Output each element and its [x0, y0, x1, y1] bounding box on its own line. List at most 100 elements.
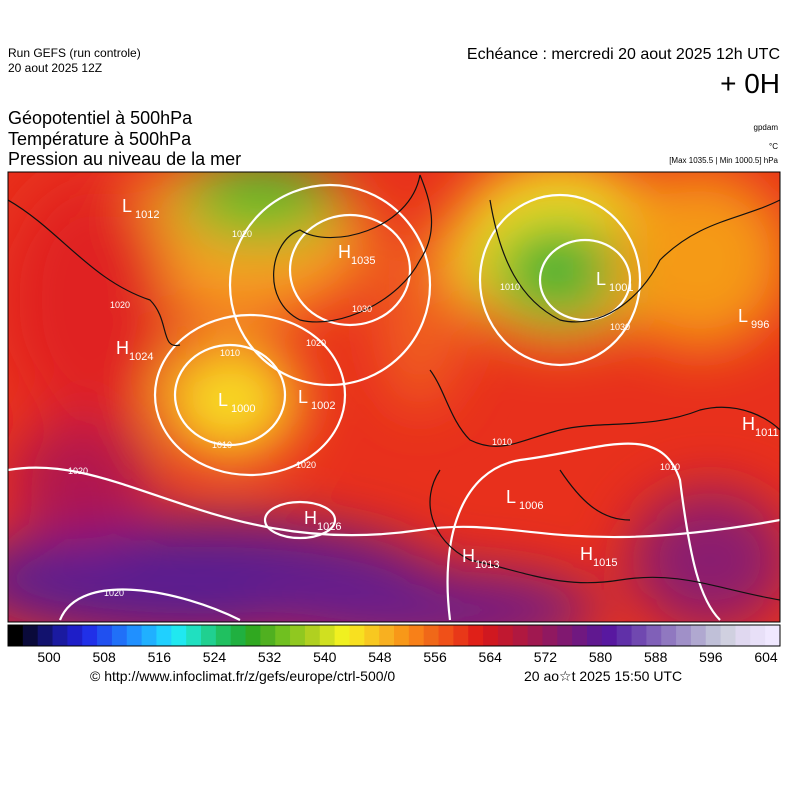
center-value: 1011 — [755, 427, 779, 439]
field: Pression au niveau de la mer — [8, 149, 242, 169]
colorbar-swatch — [453, 625, 469, 646]
colorbar-swatch — [275, 625, 291, 646]
center-kind: L — [218, 390, 228, 410]
colorbar-swatch — [720, 625, 736, 646]
colorbar-swatch — [22, 625, 39, 646]
colorbar-swatch — [52, 625, 68, 646]
unit: °C — [769, 142, 778, 151]
center-kind: L — [738, 306, 748, 326]
colorbar-swatch — [483, 625, 499, 646]
colorbar-swatch — [364, 625, 380, 646]
pressure-center: L 1012 — [122, 196, 159, 221]
colorbar-swatch — [349, 625, 365, 646]
isobar-label: 1020 — [296, 460, 316, 470]
colorbar-swatch — [126, 625, 143, 646]
isobar-label: 1030 — [610, 322, 630, 332]
unit: gpdam — [753, 123, 778, 132]
colorbar-swatch — [215, 625, 232, 646]
colorbar-swatch — [705, 625, 722, 646]
center-kind: L — [298, 387, 308, 407]
pressure-center: H 1015 — [580, 544, 617, 569]
colorbar-swatch — [82, 625, 98, 646]
isobar-label: 1020 — [110, 300, 130, 310]
temperature-field — [8, 172, 780, 622]
colorbar-label: 540 — [313, 649, 337, 665]
colorbar-swatch — [141, 625, 157, 646]
pressure-center: H 1024 — [116, 338, 153, 363]
source: © http://www.infoclimat.fr/z/gefs/europe… — [90, 668, 396, 684]
field: Température à 500hPa — [8, 129, 192, 149]
colorbar-swatch — [423, 625, 440, 646]
colorbar-swatch — [750, 625, 766, 646]
colorbar-swatch — [765, 625, 781, 646]
colorbar-swatch — [676, 625, 692, 646]
center-kind: H — [742, 414, 755, 434]
colorbar-swatch — [497, 625, 514, 646]
colorbar-label: 604 — [754, 649, 778, 665]
colorbar-swatch — [334, 625, 350, 646]
colorbar-label: 588 — [644, 649, 668, 665]
valid-time: Echéance : mercredi 20 aout 2025 12h UTC — [466, 46, 780, 63]
colorbar-swatch — [661, 625, 677, 646]
colorbar-swatch — [304, 625, 321, 646]
isobar-label: 1020 — [306, 338, 326, 348]
center-value: 1024 — [129, 351, 153, 363]
center-value: 1035 — [351, 255, 375, 267]
colorbar-swatch — [587, 625, 603, 646]
pressure-center: L 1000 — [218, 390, 255, 415]
colorbar-label: 524 — [203, 649, 227, 665]
colorbar-swatch — [572, 625, 588, 646]
center-value: 1015 — [593, 557, 617, 569]
pressure-center: H 1013 — [462, 546, 499, 571]
colorbar-label: 508 — [92, 649, 116, 665]
colorbar-label: 516 — [148, 649, 172, 665]
pressure-center: L 1002 — [298, 387, 335, 412]
colorbar-swatch — [97, 625, 113, 646]
colorbar-swatch — [631, 625, 647, 646]
colorbar-swatch — [408, 625, 425, 646]
colorbar-label: 556 — [423, 649, 447, 665]
isobar-label: 1020 — [68, 466, 88, 476]
lead-time: + 0H — [720, 68, 780, 99]
colorbar-swatch — [290, 625, 306, 646]
colorbar-swatch — [646, 625, 662, 646]
colorbar-swatch — [67, 625, 83, 646]
colorbar-swatch — [8, 625, 24, 646]
colorbar-swatch — [735, 625, 751, 646]
center-value: 1001 — [609, 282, 633, 294]
colorbar-swatch — [542, 625, 558, 646]
colorbar-swatch — [690, 625, 707, 646]
center-kind: H — [116, 338, 129, 358]
isobar-label: 1010 — [220, 348, 240, 358]
center-value: 1012 — [135, 209, 159, 221]
center-value: 1013 — [475, 559, 499, 571]
colorbar-label: 500 — [37, 649, 61, 665]
colorbar-swatch — [201, 625, 217, 646]
colorbar-swatch — [394, 625, 410, 646]
isobar-label: 1010 — [212, 440, 232, 450]
unit: [Max 1035.5 | Min 1000.5] hPa — [669, 156, 778, 165]
colorbar-frame — [7, 624, 781, 647]
colorbar-swatch — [512, 625, 529, 646]
colorbar-swatch — [438, 625, 454, 646]
pressure-center: L 1006 — [506, 487, 543, 512]
colorbar-label: 532 — [258, 649, 282, 665]
center-kind: L — [122, 196, 132, 216]
colorbar-swatch — [527, 625, 543, 646]
colorbar-swatch — [601, 625, 618, 646]
colorbar-swatch — [111, 625, 128, 646]
center-value: 996 — [751, 319, 769, 331]
center-kind: H — [304, 508, 317, 528]
colorbar-label: 596 — [699, 649, 723, 665]
colorbar-swatch — [557, 625, 573, 646]
center-kind: H — [338, 242, 351, 262]
center-kind: L — [596, 269, 606, 289]
pressure-center: L 996 — [738, 306, 769, 331]
colorbar-swatch — [468, 625, 484, 646]
isobar-label: 1020 — [104, 588, 124, 598]
colorbar-swatch — [616, 625, 633, 646]
isobar-label: 1030 — [352, 304, 372, 314]
colorbar-label: 564 — [479, 649, 503, 665]
colorbar-swatch — [171, 625, 187, 646]
